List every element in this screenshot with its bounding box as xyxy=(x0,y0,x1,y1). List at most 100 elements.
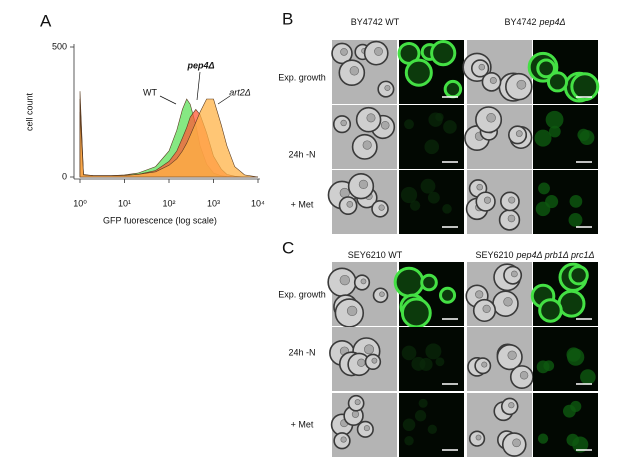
vacuole xyxy=(340,119,347,127)
micrograph xyxy=(399,327,464,391)
micrograph xyxy=(533,393,598,457)
vacuole xyxy=(362,140,372,150)
cell xyxy=(400,186,418,204)
vacuole xyxy=(354,399,361,406)
cell xyxy=(569,195,583,208)
vacuole xyxy=(482,304,491,313)
vacuole xyxy=(508,402,515,409)
micrograph-bg xyxy=(533,393,598,457)
vacuole xyxy=(346,200,354,208)
row-label: + Met xyxy=(291,419,314,429)
micrograph xyxy=(327,170,397,234)
cell xyxy=(570,400,582,412)
cell xyxy=(414,410,427,422)
cell xyxy=(425,343,442,360)
x-tick-label: 10¹ xyxy=(118,198,131,208)
micrograph xyxy=(393,262,464,329)
vacuole xyxy=(481,361,488,368)
vacuole xyxy=(508,196,516,204)
vacuole xyxy=(340,48,348,56)
column-header: BY4742 WT xyxy=(351,17,400,27)
cell xyxy=(424,139,440,155)
y-tick-label: 500 xyxy=(52,41,67,51)
cell xyxy=(393,266,425,298)
vacuole xyxy=(511,270,518,278)
cell xyxy=(427,424,437,434)
series-label: pep4Δ xyxy=(186,60,214,70)
micrograph xyxy=(533,327,598,391)
vacuole xyxy=(483,196,492,204)
micrograph xyxy=(533,170,598,234)
row-label: 24h -N xyxy=(288,149,315,159)
vacuole xyxy=(366,113,376,123)
annotation-arrow xyxy=(196,71,201,101)
vacuole xyxy=(379,291,385,297)
cell xyxy=(443,79,463,99)
vacuole xyxy=(351,410,360,418)
vacuole xyxy=(360,278,367,285)
vacuole xyxy=(489,77,497,84)
cell xyxy=(548,125,561,138)
cell xyxy=(557,289,586,318)
panel-label: C xyxy=(282,238,294,257)
header-part: pep4Δ prb1Δ prc1Δ xyxy=(516,250,595,260)
micrograph xyxy=(399,170,464,234)
cell xyxy=(545,195,559,209)
row-label: + Met xyxy=(291,199,314,209)
header-part: pep4Δ xyxy=(538,17,565,27)
vacuole xyxy=(364,344,375,355)
vacuole xyxy=(378,204,385,211)
vacuole xyxy=(515,130,523,137)
series-label: WT xyxy=(143,87,157,97)
cell xyxy=(536,58,556,79)
micrograph xyxy=(332,105,397,169)
header-part: BY4742 xyxy=(504,17,536,27)
header-part: SEY6210 xyxy=(475,250,513,260)
micrograph xyxy=(462,40,533,104)
annotation-arrow xyxy=(159,95,177,105)
micrograph xyxy=(530,262,598,326)
micrograph xyxy=(327,262,397,328)
cell xyxy=(404,436,414,446)
vacuole xyxy=(340,436,347,443)
vacuole xyxy=(339,274,350,286)
header-part: SEY6210 WT xyxy=(348,250,403,260)
row-label: 24h -N xyxy=(288,347,315,357)
panel-label: A xyxy=(40,11,52,30)
vacuole xyxy=(363,425,370,432)
micrograph xyxy=(331,40,397,104)
cell xyxy=(567,348,585,366)
cell xyxy=(435,357,445,367)
x-tick-label: 10⁴ xyxy=(251,198,265,208)
row-label: Exp. growth xyxy=(278,289,326,299)
cell xyxy=(401,345,417,361)
cell xyxy=(430,40,457,67)
vacuole xyxy=(475,434,482,441)
micrograph xyxy=(467,393,532,457)
y-axis-label: cell count xyxy=(24,92,34,131)
cell xyxy=(420,273,438,292)
cell xyxy=(404,58,433,87)
cell xyxy=(570,72,600,102)
cell xyxy=(545,110,564,129)
cell xyxy=(442,204,452,214)
cell xyxy=(419,357,433,371)
cell xyxy=(443,120,457,134)
micrograph xyxy=(330,393,397,457)
vacuole xyxy=(358,179,369,189)
micrograph xyxy=(533,105,598,169)
cell xyxy=(409,200,421,211)
micrograph xyxy=(399,105,464,169)
vacuole xyxy=(478,63,486,71)
vacuole xyxy=(516,79,527,90)
vacuole xyxy=(384,84,391,91)
vacuole xyxy=(371,357,378,364)
vacuole xyxy=(512,438,521,448)
cell xyxy=(428,112,443,127)
vacuole xyxy=(503,297,513,307)
cell xyxy=(427,191,440,204)
cell xyxy=(572,436,589,453)
x-tick-label: 10² xyxy=(162,198,175,208)
cell xyxy=(568,265,589,286)
